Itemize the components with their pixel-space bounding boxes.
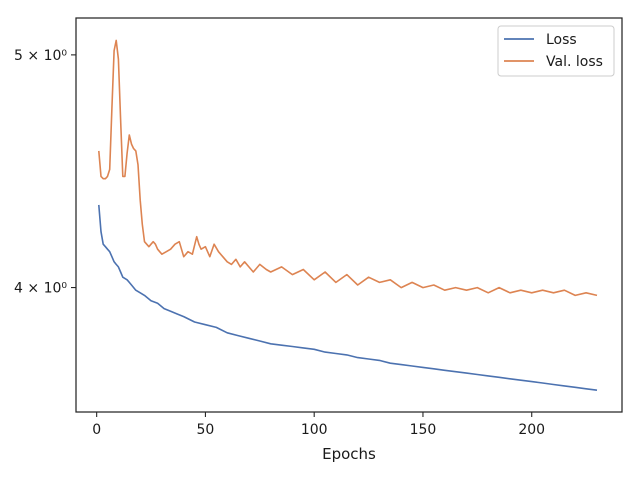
x-tick-label: 0 (92, 422, 101, 438)
x-tick-label: 200 (518, 422, 545, 438)
series-line-1 (98, 39, 598, 297)
series-line-0 (98, 204, 598, 391)
x-tick-label: 50 (197, 422, 215, 438)
x-tick-label: 150 (410, 422, 437, 438)
legend-label: Loss (546, 32, 577, 48)
series-layer (98, 39, 598, 391)
y-tick-label: 4 × 10⁰ (14, 281, 67, 297)
x-tick-label: 100 (301, 422, 328, 438)
x-axis-label: Epochs (322, 445, 376, 463)
y-tick-label: 5 × 10⁰ (14, 48, 67, 64)
plot-frame (75, 17, 623, 413)
legend: Loss Val. loss (497, 25, 615, 77)
legend-label: Val. loss (546, 54, 603, 70)
ticks-layer: 0 50 100 150 200 4 × 10⁰ 5 × 10⁰ (14, 48, 545, 438)
